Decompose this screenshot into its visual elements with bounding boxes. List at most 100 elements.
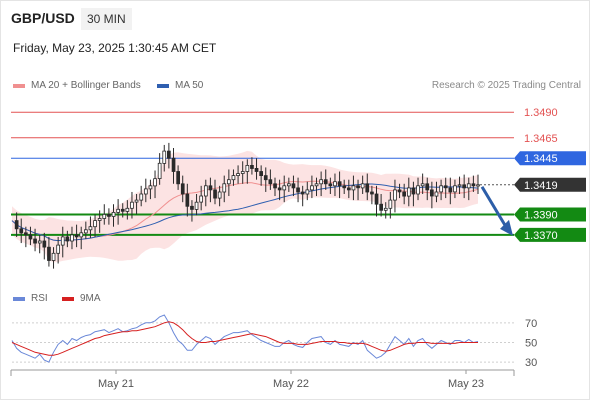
candle xyxy=(286,177,291,192)
candle-up xyxy=(84,229,88,234)
candle xyxy=(222,175,227,203)
candle-up xyxy=(134,199,139,203)
candle-down xyxy=(337,181,342,187)
candle-up xyxy=(194,201,199,210)
candle-down xyxy=(411,187,416,195)
candle-up xyxy=(231,175,236,181)
candle xyxy=(226,169,231,197)
candle xyxy=(383,202,388,219)
candle xyxy=(56,236,61,264)
candle xyxy=(314,177,319,197)
legend-rsi: RSI xyxy=(13,293,48,304)
candle-down xyxy=(23,232,28,236)
copyright-notice: Research © 2025 Trading Central xyxy=(431,80,581,91)
candle xyxy=(148,179,153,200)
candle-up xyxy=(310,185,314,191)
candle xyxy=(453,179,457,199)
timeframe-badge[interactable]: 30 MIN xyxy=(81,8,132,30)
candle-up xyxy=(282,185,287,191)
candle-up xyxy=(111,211,116,217)
candle xyxy=(199,185,203,211)
candle-up xyxy=(97,218,102,221)
legend-rsi-ma-label: 9MA xyxy=(80,293,101,304)
candle-up xyxy=(56,244,61,254)
candle xyxy=(65,230,70,248)
candle xyxy=(296,177,300,203)
candle xyxy=(379,194,384,217)
candle-down xyxy=(379,203,384,211)
candle xyxy=(346,179,351,199)
candle-down xyxy=(425,183,430,191)
candle xyxy=(365,173,370,201)
candle xyxy=(471,175,476,192)
candle-up xyxy=(406,187,411,197)
candle xyxy=(37,234,42,254)
candle-up xyxy=(130,201,134,209)
ma20-swatch xyxy=(13,83,25,88)
level-label-1.3390: 1.3390 xyxy=(524,209,558,221)
candle-down xyxy=(263,175,268,181)
candle-up xyxy=(203,185,208,197)
candle xyxy=(443,177,448,199)
candle-down xyxy=(448,187,453,193)
rsi-tick-50: 50 xyxy=(525,337,537,349)
candle xyxy=(217,185,222,207)
candle xyxy=(319,171,324,197)
rsi-series-rsi xyxy=(11,314,479,363)
candle xyxy=(97,210,102,233)
candle xyxy=(143,178,148,203)
candle xyxy=(139,185,144,207)
candle xyxy=(153,170,157,199)
candle-up xyxy=(314,183,319,187)
x-tick-label: May 22 xyxy=(273,378,309,390)
candle xyxy=(360,175,365,194)
candle xyxy=(393,179,397,213)
candle-up xyxy=(360,183,365,189)
legend-rsi-label: RSI xyxy=(31,293,48,304)
candle-up xyxy=(102,213,107,219)
forecast-arrow-head xyxy=(500,219,513,236)
bollinger-band xyxy=(12,150,478,263)
candle-down xyxy=(296,187,300,193)
candle xyxy=(351,175,356,201)
candle-down xyxy=(291,183,296,189)
candle-down xyxy=(328,183,333,187)
candle-down xyxy=(14,220,19,230)
candle xyxy=(231,169,236,186)
candle-up xyxy=(93,220,97,228)
candle-down xyxy=(47,246,51,261)
candle xyxy=(107,208,111,225)
x-tick-label: May 23 xyxy=(448,378,484,390)
candle xyxy=(434,181,439,203)
candle xyxy=(291,175,296,197)
level-tag-1.3370 xyxy=(514,227,586,242)
candle xyxy=(425,177,430,201)
level-label-1.3445: 1.3445 xyxy=(524,153,558,165)
candle xyxy=(277,179,282,201)
candle xyxy=(402,183,407,205)
candle xyxy=(93,214,97,237)
candle xyxy=(300,185,305,207)
candle xyxy=(439,179,444,201)
candle-down xyxy=(342,185,347,189)
candle-down xyxy=(250,164,254,169)
candle-up xyxy=(319,179,324,185)
candle-up xyxy=(116,208,120,213)
candle-down xyxy=(323,179,328,185)
x-tick-label: May 21 xyxy=(98,378,134,390)
candle xyxy=(125,200,130,220)
candle xyxy=(116,199,120,225)
candle-down xyxy=(176,171,180,185)
candle xyxy=(323,169,328,190)
candle-down xyxy=(185,193,190,207)
candle xyxy=(273,177,277,197)
candle-down xyxy=(277,187,282,191)
candle xyxy=(185,183,190,217)
candle-up xyxy=(148,185,153,190)
candle-down xyxy=(42,240,47,248)
candle-down xyxy=(254,167,259,172)
candle-up xyxy=(217,191,222,199)
candle xyxy=(388,191,393,219)
candle xyxy=(208,177,213,203)
